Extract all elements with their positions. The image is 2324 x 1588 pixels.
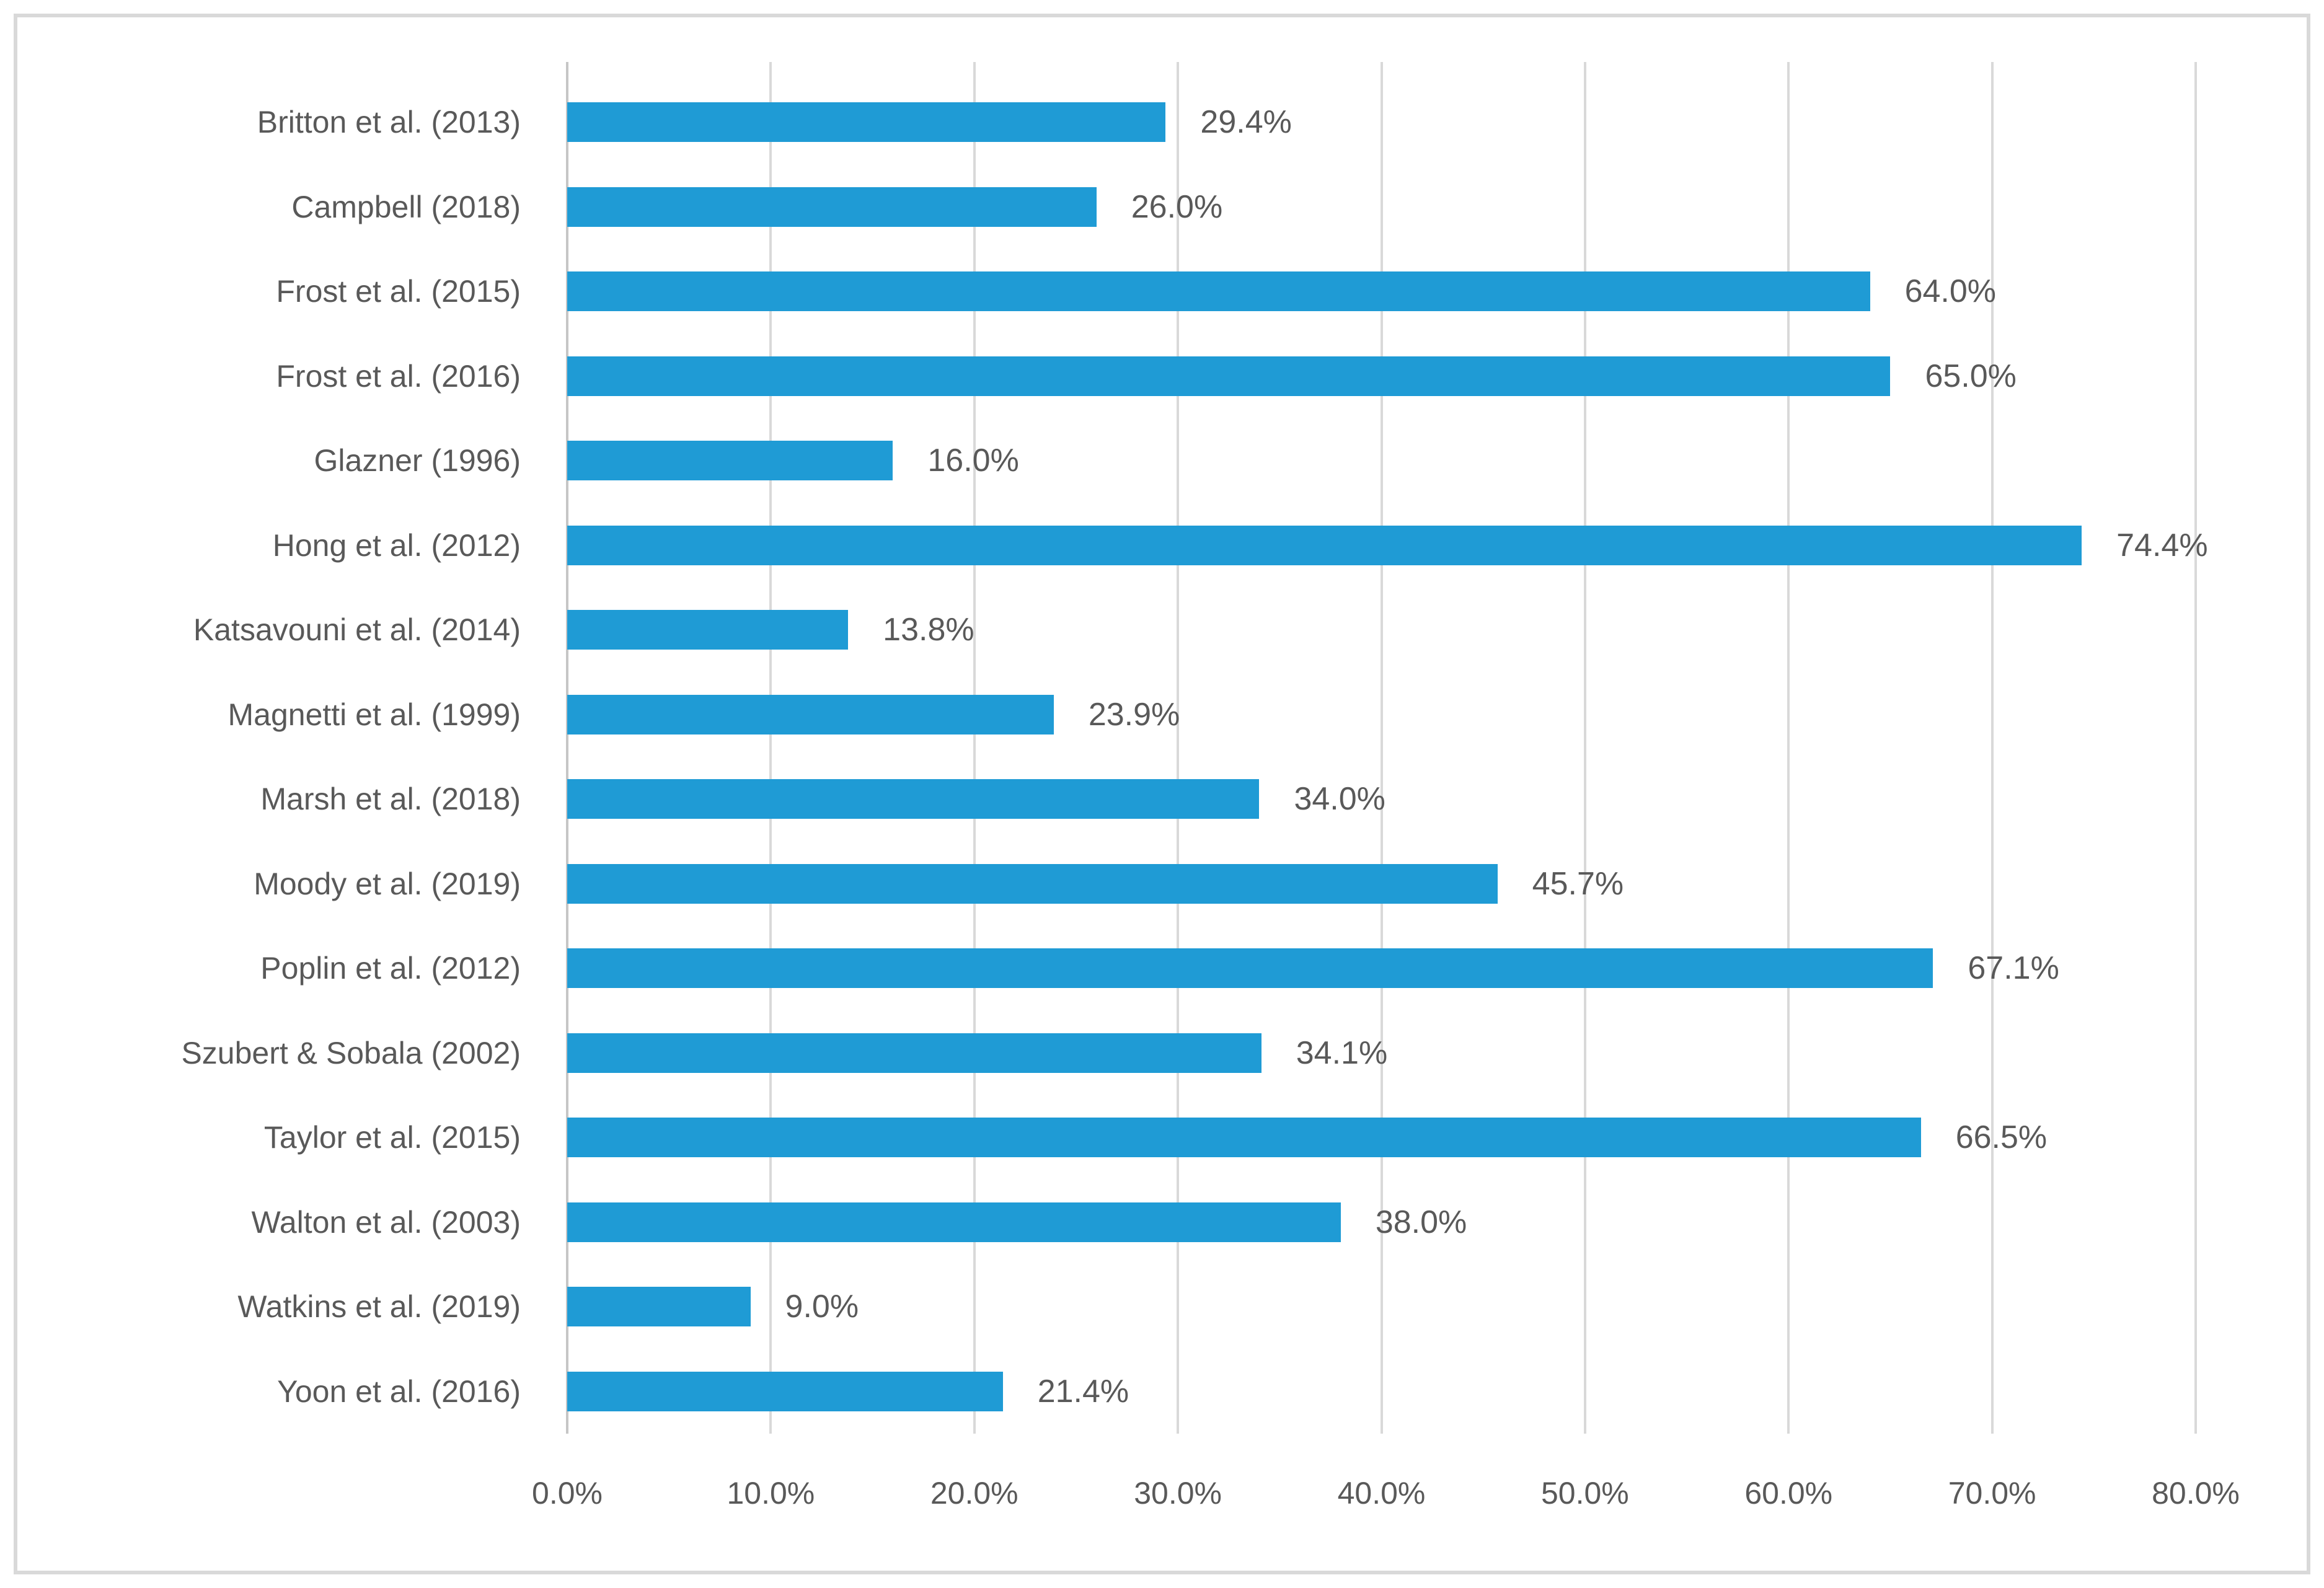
gridline	[973, 62, 976, 1434]
bar-row: 74.4%	[567, 503, 2208, 588]
bar-row: 23.9%	[567, 673, 2196, 757]
category-label: Taylor et al. (2015)	[263, 1120, 521, 1155]
category-label: Marsh et al. (2018)	[260, 782, 521, 817]
gridline	[1990, 62, 1994, 1434]
x-tick-label: 70.0%	[1948, 1476, 2036, 1511]
bar-row: 34.0%	[567, 757, 2196, 842]
bar-row: 29.4%	[567, 80, 2196, 165]
bar	[567, 1202, 1341, 1242]
bar-value-label: 26.0%	[1131, 188, 1223, 225]
bar-value-label: 21.4%	[1037, 1373, 1129, 1409]
bar-row: 26.0%	[567, 165, 2196, 250]
bar-value-label: 9.0%	[785, 1289, 859, 1325]
bar	[567, 525, 2082, 565]
category-axis-line	[566, 62, 568, 1434]
bar	[567, 1287, 751, 1327]
bar-row: 21.4%	[567, 1349, 2196, 1434]
bar	[567, 610, 849, 650]
bar-value-label: 74.4%	[2116, 527, 2208, 563]
plot-area: 29.4% 26.0% 64.0% 65.0% 16.0% 74.4% 13.8% 23.9%…	[566, 62, 2208, 1434]
category-label: Szubert & Sobala (2002)	[181, 1035, 521, 1070]
category-label: Campbell (2018)	[291, 189, 521, 224]
gridline	[1177, 62, 1180, 1434]
category-label: Frost et al. (2015)	[276, 274, 521, 309]
bar	[567, 1118, 1921, 1158]
bar-row: 65.0%	[567, 334, 2196, 419]
bar-row: 64.0%	[567, 249, 2196, 334]
category-label: Moody et al. (2019)	[254, 866, 521, 901]
bar-value-label: 34.1%	[1296, 1034, 1388, 1071]
value-axis-labels: 0.0% 10.0% 20.0% 30.0% 40.0% 50.0% 60.0% 70.0% 8…	[532, 1475, 2240, 1550]
category-label: Magnetti et al. (1999)	[228, 697, 521, 732]
bar-value-label: 29.4%	[1200, 104, 1292, 141]
bar-value-label: 67.1%	[1968, 950, 2059, 987]
bar-value-label: 23.9%	[1088, 696, 1180, 733]
bar-value-label: 13.8%	[883, 612, 974, 648]
bar-value-label: 45.7%	[1532, 865, 1624, 902]
bar-row: 67.1%	[567, 926, 2196, 1011]
bar-value-label: 38.0%	[1375, 1204, 1467, 1240]
bar-row: 34.1%	[567, 1011, 2196, 1096]
bar-value-label: 66.5%	[1955, 1119, 2048, 1156]
bar	[567, 441, 893, 481]
x-tick-label: 60.0%	[1744, 1476, 1833, 1511]
bar-row: 9.0%	[567, 1264, 2196, 1349]
bar-value-label: 34.0%	[1294, 781, 1385, 818]
bar	[567, 948, 1933, 989]
gridline	[1380, 62, 1383, 1434]
bar	[567, 356, 1891, 396]
bar-value-label: 16.0%	[927, 443, 1019, 479]
x-tick-label: 50.0%	[1540, 1476, 1629, 1511]
bar	[567, 1033, 1261, 1073]
gridline	[1787, 62, 1790, 1434]
x-tick-label: 0.0%	[532, 1476, 603, 1511]
bar	[567, 779, 1260, 819]
bar-row: 38.0%	[567, 1180, 2196, 1265]
category-axis-labels: Britton et al. (2013) Campbell (2018) Fros…	[74, 80, 521, 1434]
bar	[567, 863, 1498, 904]
category-label: Britton et al. (2013)	[257, 105, 521, 140]
bar-value-label: 64.0%	[1904, 273, 1997, 310]
bar-value-label: 65.0%	[1925, 358, 2017, 394]
bar	[567, 1371, 1003, 1411]
category-label: Yoon et al. (2016)	[277, 1374, 521, 1409]
category-label: Glazner (1996)	[314, 443, 521, 479]
x-tick-label: 20.0%	[930, 1476, 1018, 1511]
bar	[567, 271, 1870, 312]
x-tick-label: 30.0%	[1134, 1476, 1222, 1511]
gridline	[769, 62, 772, 1434]
bar-row: 16.0%	[567, 418, 2196, 503]
bars-layer: 29.4% 26.0% 64.0% 65.0% 16.0% 74.4% 13.8% 23.9%…	[567, 80, 2208, 1434]
x-tick-label: 40.0%	[1337, 1476, 1426, 1511]
category-label: Watkins et al. (2019)	[237, 1289, 521, 1325]
bar-row: 13.8%	[567, 588, 2196, 673]
gridline	[2194, 62, 2197, 1434]
gridline	[1583, 62, 1586, 1434]
x-tick-label: 80.0%	[2152, 1476, 2240, 1511]
x-tick-label: 10.0%	[727, 1476, 815, 1511]
category-label: Poplin et al. (2012)	[260, 951, 521, 986]
category-label: Hong et al. (2012)	[272, 527, 521, 563]
category-label: Frost et al. (2016)	[276, 358, 521, 394]
bar-row: 66.5%	[567, 1095, 2196, 1180]
bar	[567, 187, 1097, 227]
bar-row: 45.7%	[567, 842, 2196, 927]
category-label: Walton et al. (2003)	[251, 1204, 521, 1240]
category-label: Katsavouni et al. (2014)	[193, 612, 521, 648]
bar	[567, 694, 1054, 734]
bar	[567, 102, 1166, 143]
